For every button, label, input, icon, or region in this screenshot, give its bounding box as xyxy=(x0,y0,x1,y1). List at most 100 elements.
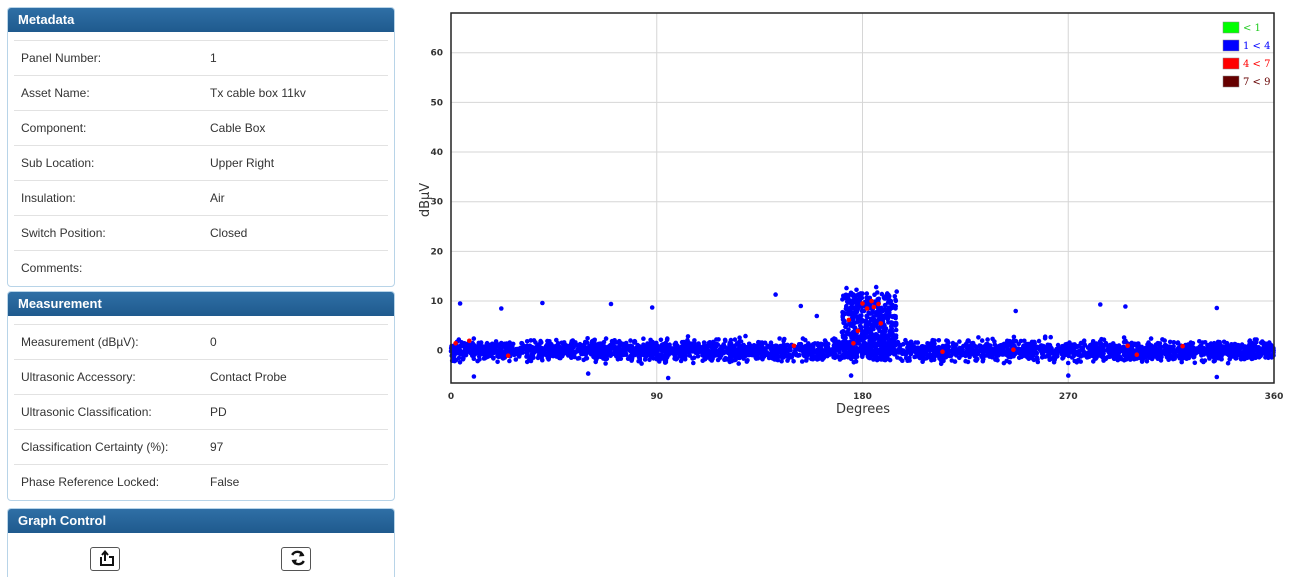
data-point xyxy=(687,347,693,352)
data-point xyxy=(854,287,859,293)
data-point xyxy=(1198,343,1204,348)
data-point xyxy=(980,358,986,364)
data-point xyxy=(1000,347,1006,353)
data-point xyxy=(863,329,868,334)
data-point xyxy=(1143,352,1149,358)
data-point xyxy=(876,296,882,302)
data-point xyxy=(1134,352,1140,358)
data-point xyxy=(765,343,770,349)
data-point xyxy=(555,341,561,346)
data-point xyxy=(640,344,645,350)
data-point xyxy=(1245,355,1251,360)
data-point xyxy=(843,335,848,341)
data-point xyxy=(679,347,685,353)
data-point xyxy=(898,356,903,362)
data-point xyxy=(894,350,900,355)
data-point xyxy=(1254,337,1259,342)
data-point xyxy=(693,350,698,356)
data-point xyxy=(457,301,463,306)
data-point xyxy=(1075,357,1081,363)
data-point xyxy=(915,340,921,345)
data-point xyxy=(1234,355,1239,361)
data-point xyxy=(785,358,790,363)
data-point xyxy=(860,319,865,324)
data-point xyxy=(771,351,776,357)
data-point xyxy=(722,344,728,350)
data-point xyxy=(885,296,890,301)
data-point xyxy=(1225,360,1231,366)
data-point xyxy=(909,350,914,355)
data-point xyxy=(872,351,878,356)
data-point xyxy=(453,341,458,346)
data-point xyxy=(659,344,665,350)
data-point xyxy=(1017,347,1023,352)
data-point xyxy=(510,341,516,347)
data-point xyxy=(1060,356,1065,361)
data-point xyxy=(579,350,585,355)
data-point xyxy=(878,317,884,322)
data-point xyxy=(1109,354,1115,359)
data-point xyxy=(722,357,727,363)
data-point xyxy=(841,329,846,334)
data-point xyxy=(1191,354,1196,360)
data-point xyxy=(471,374,477,379)
data-point xyxy=(1029,341,1034,347)
data-point xyxy=(1128,357,1133,362)
data-point xyxy=(1085,345,1091,350)
data-point xyxy=(1266,352,1272,357)
data-point xyxy=(522,345,527,351)
data-point xyxy=(1012,339,1018,344)
export-button[interactable] xyxy=(90,547,120,571)
refresh-button[interactable] xyxy=(281,547,311,571)
data-point xyxy=(938,361,944,367)
data-point xyxy=(1022,338,1027,344)
data-point xyxy=(1157,345,1162,351)
data-point xyxy=(851,299,856,305)
data-point xyxy=(617,343,623,348)
data-point xyxy=(873,355,879,360)
data-point xyxy=(846,317,852,323)
legend-label: 1 < 4 xyxy=(1243,41,1270,52)
data-point xyxy=(1148,336,1154,341)
data-point xyxy=(1066,353,1071,359)
field-label: Asset Name: xyxy=(21,86,90,100)
data-point xyxy=(456,337,462,342)
data-point xyxy=(1155,355,1160,361)
field-value: 0 xyxy=(210,335,217,349)
data-point xyxy=(1061,351,1067,357)
data-point xyxy=(658,337,664,343)
legend-swatch xyxy=(1222,39,1240,52)
data-point xyxy=(946,340,951,345)
data-point xyxy=(878,321,884,326)
data-point xyxy=(852,349,857,354)
data-point xyxy=(1055,342,1061,348)
data-point xyxy=(930,337,935,343)
data-point xyxy=(806,341,811,346)
scatter-chart[interactable]: 0 10 20 30 40 50 60 0 90 180 270 360 Degrees dBµV <… xyxy=(405,0,1291,577)
data-point xyxy=(868,327,874,333)
data-point xyxy=(1032,344,1038,349)
data-point xyxy=(985,337,990,342)
data-point xyxy=(768,340,774,346)
data-point xyxy=(1123,339,1129,345)
data-point xyxy=(495,359,500,365)
data-point xyxy=(1250,354,1255,359)
data-point xyxy=(598,344,604,350)
data-point xyxy=(769,345,774,351)
data-point xyxy=(860,352,865,358)
data-point xyxy=(840,313,846,318)
data-point xyxy=(658,352,663,357)
data-point xyxy=(979,338,985,343)
field-label: Switch Position: xyxy=(21,226,106,240)
data-point xyxy=(1035,359,1041,365)
field-value: PD xyxy=(210,405,227,419)
data-point xyxy=(692,338,697,343)
data-point xyxy=(852,325,858,330)
data-point xyxy=(574,342,579,348)
data-point xyxy=(538,338,543,344)
data-point xyxy=(505,353,511,359)
data-point xyxy=(890,333,895,338)
data-point xyxy=(460,357,466,362)
metadata-row: Asset Name: Tx cable box 11kv xyxy=(14,75,388,110)
data-point xyxy=(1134,356,1139,361)
